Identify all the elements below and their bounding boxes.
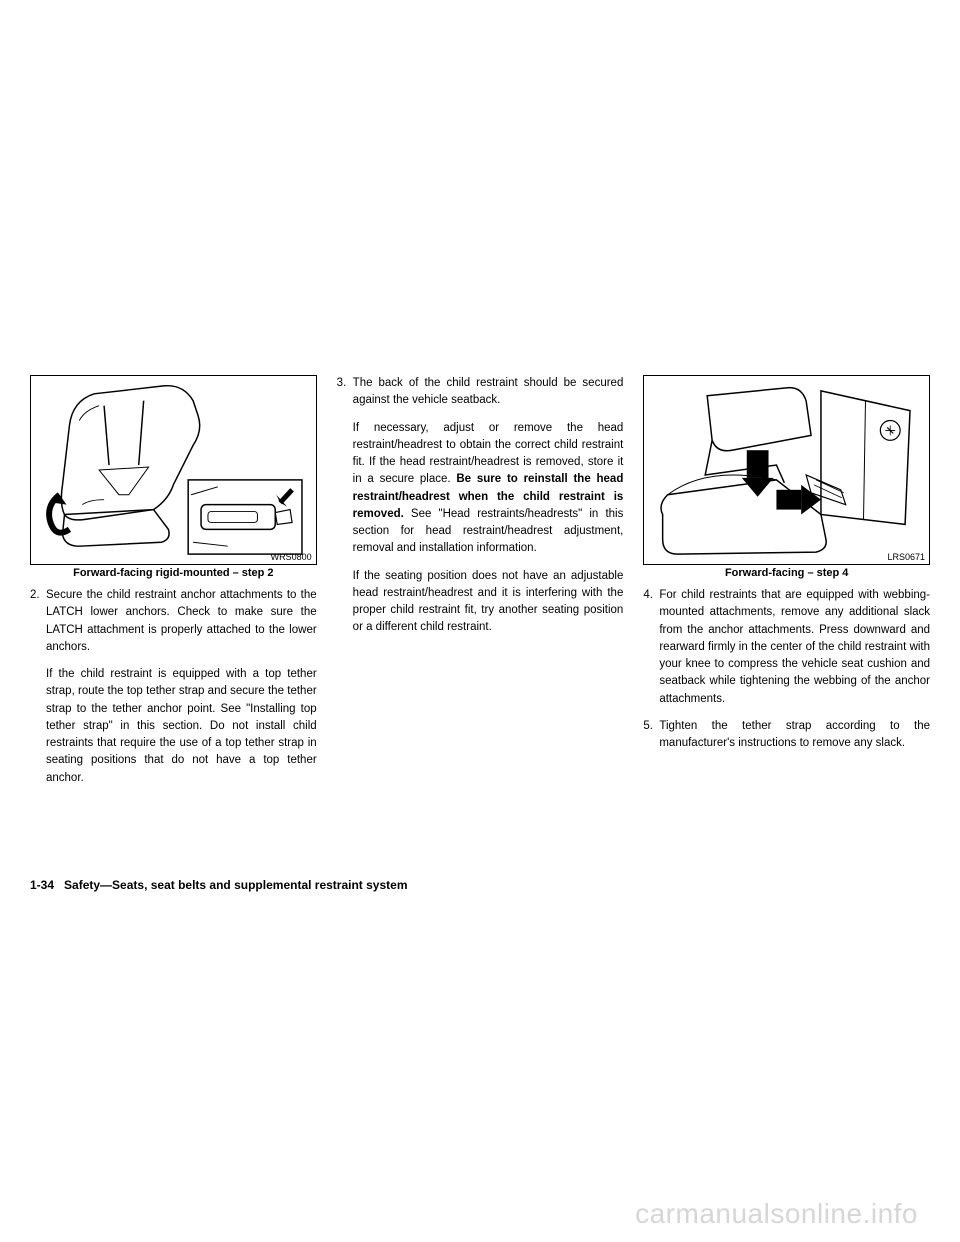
list-text: Tighten the tether strap according to th…	[659, 718, 930, 753]
list-item-4: 4. For child restraints that are equippe…	[643, 587, 930, 708]
figure-step2: WRS0800	[30, 375, 317, 565]
list-text: For child restraints that are equipped w…	[659, 587, 930, 708]
list-item-2: 2. Secure the child restraint anchor att…	[30, 587, 317, 656]
paragraph-mixed: If necessary, adjust or remove the head …	[353, 420, 624, 558]
page-number: 1-34	[30, 878, 54, 892]
column-3: LRS0671 Forward-facing – step 4 4. For c…	[643, 375, 930, 797]
figure-step4: LRS0671	[643, 375, 930, 565]
page-container: WRS0800 Forward-facing rigid-mounted – s…	[0, 0, 960, 797]
section-title: Safety—Seats, seat belts and supplementa…	[64, 878, 407, 892]
column-2: 3. The back of the child restraint shoul…	[337, 375, 624, 797]
list-item-5: 5. Tighten the tether strap according to…	[643, 718, 930, 753]
list-text: The back of the child restraint should b…	[353, 375, 624, 410]
figure-caption-2: Forward-facing – step 4	[643, 567, 930, 579]
list-item-3: 3. The back of the child restraint shoul…	[337, 375, 624, 410]
list-num: 3.	[337, 375, 353, 410]
column-1: WRS0800 Forward-facing rigid-mounted – s…	[30, 375, 317, 797]
list-num: 5.	[643, 718, 659, 753]
list-num: 4.	[643, 587, 659, 708]
columns-wrapper: WRS0800 Forward-facing rigid-mounted – s…	[30, 375, 930, 797]
figure-label-2: LRS0671	[887, 552, 925, 562]
watermark: carmanualsonline.info	[635, 1198, 918, 1230]
paragraph: If the seating position does not have an…	[353, 568, 624, 637]
paragraph: If the child restraint is equipped with …	[46, 666, 317, 787]
list-text: Secure the child restraint anchor attach…	[46, 587, 317, 656]
page-footer: 1-34 Safety—Seats, seat belts and supplem…	[30, 878, 408, 892]
child-seat-illustration	[31, 376, 316, 564]
figure-caption-1: Forward-facing rigid-mounted – step 2	[30, 567, 317, 579]
figure-label-1: WRS0800	[271, 552, 312, 562]
seat-press-illustration	[644, 376, 929, 564]
list-num: 2.	[30, 587, 46, 656]
